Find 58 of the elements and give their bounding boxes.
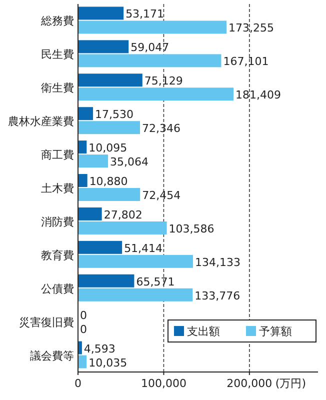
data-label: 0 [80,322,87,336]
legend-label: 予算額 [259,325,292,338]
bar [78,174,88,187]
bar [78,188,140,201]
data-label: 181,409 [235,88,281,102]
bar [78,221,167,234]
y-tick-label: 民生費 [41,48,74,62]
data-label: 134,133 [194,256,240,269]
bar [78,20,227,34]
y-tick-label: 公債費 [41,282,74,296]
data-label: 17,530 [95,108,134,122]
bar [78,207,102,220]
data-label: 75,129 [144,74,183,88]
data-label: 53,171 [126,8,164,21]
y-tick-label: 災害復旧費 [19,316,74,329]
y-tick-label: 土木費 [41,182,74,195]
data-label: 0 [80,308,87,322]
bar [78,355,87,368]
bar [78,6,124,20]
data-label: 173,255 [228,22,274,35]
data-label: 35,064 [110,156,149,169]
y-tick-label: 議会費等 [30,349,74,362]
data-label: 65,571 [136,275,175,288]
data-label: 167,101 [223,55,269,68]
data-label: 27,802 [104,208,142,222]
data-label: 72,346 [142,122,181,136]
bar [78,88,234,101]
y-tick-label: 教育費 [41,248,74,262]
bar [78,54,222,68]
bar [78,274,134,288]
bar [78,240,122,254]
data-label: 10,880 [89,175,128,188]
y-tick-label: 総務費 [40,14,74,28]
data-label: 10,095 [88,142,128,155]
x-tick-label: 200,000 [226,377,272,390]
y-tick-label: 農林水産業費 [8,115,74,128]
y-tick-label: 商工費 [41,148,74,162]
bar [78,74,142,87]
x-axis-title: (万円) [275,377,306,390]
x-tick-label: 0 [74,377,82,390]
data-label: 4,593 [84,342,116,356]
bar [78,254,193,268]
bar [78,121,140,134]
legend-label: 支出額 [187,325,220,338]
data-label: 72,454 [142,189,181,202]
bar [78,154,108,168]
data-label: 103,586 [168,222,214,236]
y-tick-label: 衛生費 [41,82,74,95]
data-label: 59,047 [130,41,170,54]
y-tick-label: 消防費 [41,215,74,228]
bar [78,40,129,54]
bar [78,107,94,120]
data-label: 51,414 [124,242,163,255]
bar [78,288,193,302]
x-tick-label: 100,000 [140,377,186,390]
data-label: 10,035 [88,356,128,370]
data-label: 133,776 [194,289,240,302]
bar [78,140,87,154]
